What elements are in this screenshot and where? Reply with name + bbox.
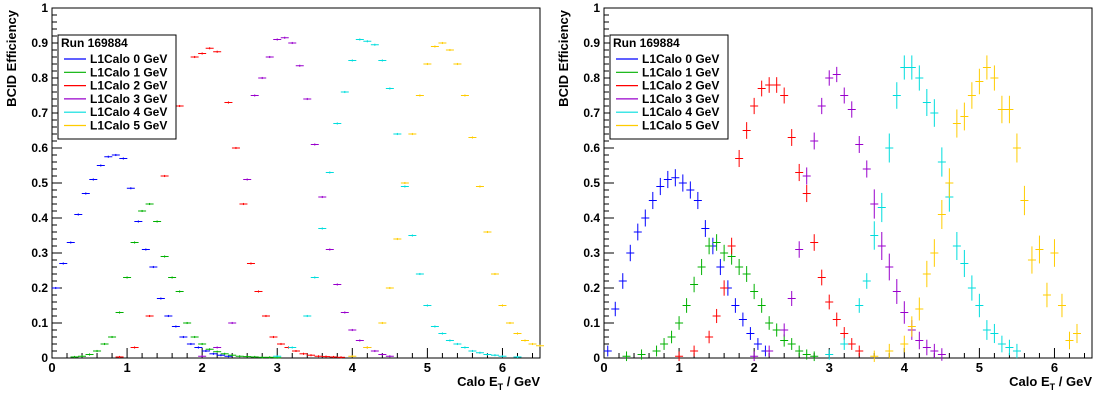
data-points bbox=[51, 36, 544, 359]
y-tick-label: 1 bbox=[593, 1, 600, 15]
legend-entry: L1Calo 3 GeV bbox=[90, 92, 167, 106]
x-tick-label: 5 bbox=[424, 360, 431, 375]
series-l1calo-2-gev bbox=[115, 47, 346, 359]
y-tick-label: 0.6 bbox=[31, 141, 48, 155]
y-tick-label: 0.9 bbox=[31, 36, 48, 50]
series-l1calo-2-gev bbox=[675, 77, 864, 362]
legend-entry: L1Calo 2 GeV bbox=[642, 79, 719, 93]
y-tick-label: 0.1 bbox=[31, 316, 48, 330]
series-l1calo-1-gev bbox=[70, 202, 282, 359]
right-chart-panel: 0 1 2 3 4 5 6 0 0.1 0.2 0.3 0.4 0.5 0.6 0.7 0.8 0.9 1 Calo… bbox=[552, 0, 1104, 394]
x-axis-title: Calo ET / GeV bbox=[1009, 374, 1092, 392]
x-tick-label: 1 bbox=[675, 360, 682, 375]
y-tick-label: 0 bbox=[41, 351, 48, 365]
y-tick-label: 0.8 bbox=[31, 71, 48, 85]
series-l1calo-0-gev bbox=[603, 169, 770, 357]
x-tick-label: 6 bbox=[1051, 360, 1058, 375]
x-tick-label: 6 bbox=[499, 360, 506, 375]
y-tick-label: 0.3 bbox=[583, 246, 600, 260]
legend-entry: L1Calo 2 GeV bbox=[90, 79, 167, 93]
right-efficiency-chart: 0 1 2 3 4 5 6 0 0.1 0.2 0.3 0.4 0.5 0.6 0.7 0.8 0.9 1 Calo… bbox=[556, 1, 1093, 392]
series-l1calo-1-gev bbox=[622, 234, 819, 362]
x-tick-label: 0 bbox=[600, 360, 607, 375]
y-tick-label: 0.5 bbox=[31, 176, 48, 190]
x-tick-label: 5 bbox=[976, 360, 983, 375]
x-axis-title: Calo ET / GeV bbox=[457, 374, 540, 392]
y-tick-label: 0.6 bbox=[583, 141, 600, 155]
legend-entry: L1Calo 3 GeV bbox=[642, 92, 719, 106]
y-tick-label: 0.7 bbox=[31, 106, 48, 120]
y-axis-title: BCID Efficiency bbox=[4, 9, 19, 107]
y-tick-label: 0.4 bbox=[583, 211, 600, 225]
series-l1calo-0-gev bbox=[51, 153, 233, 358]
x-tick-label: 3 bbox=[274, 360, 281, 375]
data-points bbox=[603, 55, 1081, 362]
y-tick-label: 0.5 bbox=[583, 176, 600, 190]
y-tick-label: 0.3 bbox=[31, 246, 48, 260]
series-l1calo-3-gev bbox=[198, 36, 394, 358]
legend-entry: L1Calo 1 GeV bbox=[642, 65, 719, 79]
legend-entry: L1Calo 0 GeV bbox=[642, 52, 719, 66]
x-tick-label: 0 bbox=[48, 360, 55, 375]
left-chart-panel: 0 1 2 3 4 5 6 0 0.1 0.2 0.3 0.4 0.5 0.6 0.7 0.8 0.9 1 Calo… bbox=[4, 1, 544, 392]
x-tick-label: 4 bbox=[349, 360, 357, 375]
legend-title: Run 169884 bbox=[61, 36, 128, 50]
x-tick-label: 4 bbox=[901, 360, 909, 375]
series-l1calo-4-gev bbox=[273, 38, 522, 358]
x-tick-label: 1 bbox=[123, 360, 130, 375]
series-l1calo-3-gev bbox=[750, 66, 946, 362]
legend-entry: L1Calo 4 GeV bbox=[642, 105, 719, 119]
legend-entry: L1Calo 5 GeV bbox=[90, 119, 167, 133]
y-tick-label: 0 bbox=[593, 351, 600, 365]
y-tick-label: 0.7 bbox=[583, 106, 600, 120]
legend-title: Run 169884 bbox=[613, 36, 680, 50]
left-efficiency-chart: 0 1 2 3 4 5 6 0 0.1 0.2 0.3 0.4 0.5 0.6 0.7 0.8 0.9 1 Calo… bbox=[4, 1, 544, 392]
legend-entry: L1Calo 1 GeV bbox=[90, 65, 167, 79]
x-tick-label: 2 bbox=[199, 360, 206, 375]
y-tick-label: 0.2 bbox=[31, 281, 48, 295]
legend-entry: L1Calo 5 GeV bbox=[642, 119, 719, 133]
legend-box bbox=[57, 34, 177, 140]
y-tick-label: 0.4 bbox=[31, 211, 48, 225]
y-axis-title: BCID Efficiency bbox=[556, 9, 571, 107]
y-tick-label: 1 bbox=[41, 1, 48, 15]
x-tick-label: 3 bbox=[826, 360, 833, 375]
legend-entry: L1Calo 4 GeV bbox=[90, 105, 167, 119]
legend-entry: L1Calo 0 GeV bbox=[90, 52, 167, 66]
y-tick-label: 0.2 bbox=[583, 281, 600, 295]
y-tick-label: 0.9 bbox=[583, 36, 600, 50]
legend-box bbox=[609, 34, 729, 140]
y-tick-label: 0.8 bbox=[583, 71, 600, 85]
y-tick-label: 0.1 bbox=[583, 316, 600, 330]
x-tick-label: 2 bbox=[751, 360, 758, 375]
series-l1calo-5-gev bbox=[870, 55, 1081, 362]
series-l1calo-4-gev bbox=[825, 55, 1021, 360]
series-l1calo-5-gev bbox=[348, 41, 544, 358]
